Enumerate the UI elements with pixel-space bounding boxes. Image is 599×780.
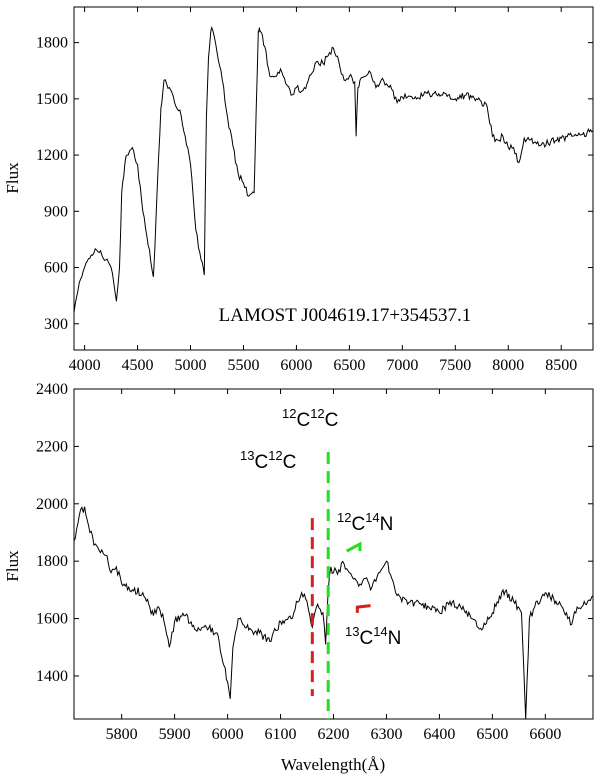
bottom-y-tick-label: 1600	[36, 611, 68, 628]
bottom-x-tick-label: 5800	[106, 726, 138, 743]
bottom-y-tick-label: 2000	[36, 496, 68, 513]
top-x-tick-label: 7500	[439, 357, 471, 374]
bottom-x-tick-label: 6100	[265, 726, 297, 743]
green-bandhead-marker	[346, 541, 362, 553]
label-13c14n: 13C14N	[345, 624, 401, 649]
top-star-label: LAMOST J004619.17+354537.1	[219, 305, 472, 326]
top-x-tick-label: 4000	[69, 357, 101, 374]
label-12c14n: 12C14N	[337, 510, 393, 535]
top-y-tick-label: 900	[44, 203, 68, 220]
bottom-x-tick-label: 6200	[318, 726, 350, 743]
bottom-x-tick-label: 6500	[476, 726, 508, 743]
label-12c12c: 12C12C	[282, 406, 338, 431]
top-y-tick-label: 1200	[36, 147, 68, 164]
bottom-plot-frame	[73, 388, 594, 720]
top-x-tick-label: 7000	[386, 357, 418, 374]
top-plot-frame	[73, 6, 594, 351]
bottom-panel: 5800 5900 6000 6100 6200 6300 6400 6500 6600 1400…	[3, 381, 594, 774]
red-bandhead-marker	[355, 604, 371, 613]
bottom-y-tick-label: 2200	[36, 438, 68, 455]
top-spectrum-line	[73, 25, 594, 313]
top-x-tick-label: 5500	[227, 357, 259, 374]
top-x-tick-label: 5000	[175, 357, 207, 374]
top-y-tick-label: 300	[44, 316, 68, 333]
top-x-tick-label: 4500	[122, 357, 154, 374]
bottom-x-axis-label: Wavelength(Å)	[281, 755, 385, 774]
bottom-y-tick-label: 1400	[36, 668, 68, 685]
label-13c12c: 13C12C	[240, 448, 296, 473]
top-y-tick-label: 1800	[36, 35, 68, 52]
bottom-x-tick-label: 6300	[370, 726, 402, 743]
top-x-tick-label: 6000	[280, 357, 312, 374]
bottom-y-axis-label: Flux	[3, 550, 22, 582]
bottom-axis-ticks: 5800 5900 6000 6100 6200 6300 6400 6500 6600 1400…	[36, 381, 593, 743]
top-x-tick-label: 6500	[333, 357, 365, 374]
top-y-tick-label: 1500	[36, 91, 68, 108]
bottom-spectrum-line	[73, 506, 594, 720]
bottom-x-tick-label: 5900	[159, 726, 191, 743]
bottom-x-tick-label: 6000	[212, 726, 244, 743]
top-x-tick-label: 8500	[545, 357, 577, 374]
top-x-tick-label: 8000	[492, 357, 524, 374]
top-panel: 4000 4500 5000 5500 6000 6500 7000 7500 8000 8500…	[3, 6, 594, 374]
bottom-y-tick-label: 2400	[36, 381, 68, 398]
top-axis-ticks: 4000 4500 5000 5500 6000 6500 7000 7500 8000 8500…	[36, 7, 593, 374]
top-y-tick-label: 600	[44, 260, 68, 277]
bottom-y-tick-label: 1800	[36, 553, 68, 570]
bottom-x-tick-label: 6600	[529, 726, 561, 743]
top-y-axis-label: Flux	[3, 162, 22, 194]
bottom-x-tick-label: 6400	[423, 726, 455, 743]
